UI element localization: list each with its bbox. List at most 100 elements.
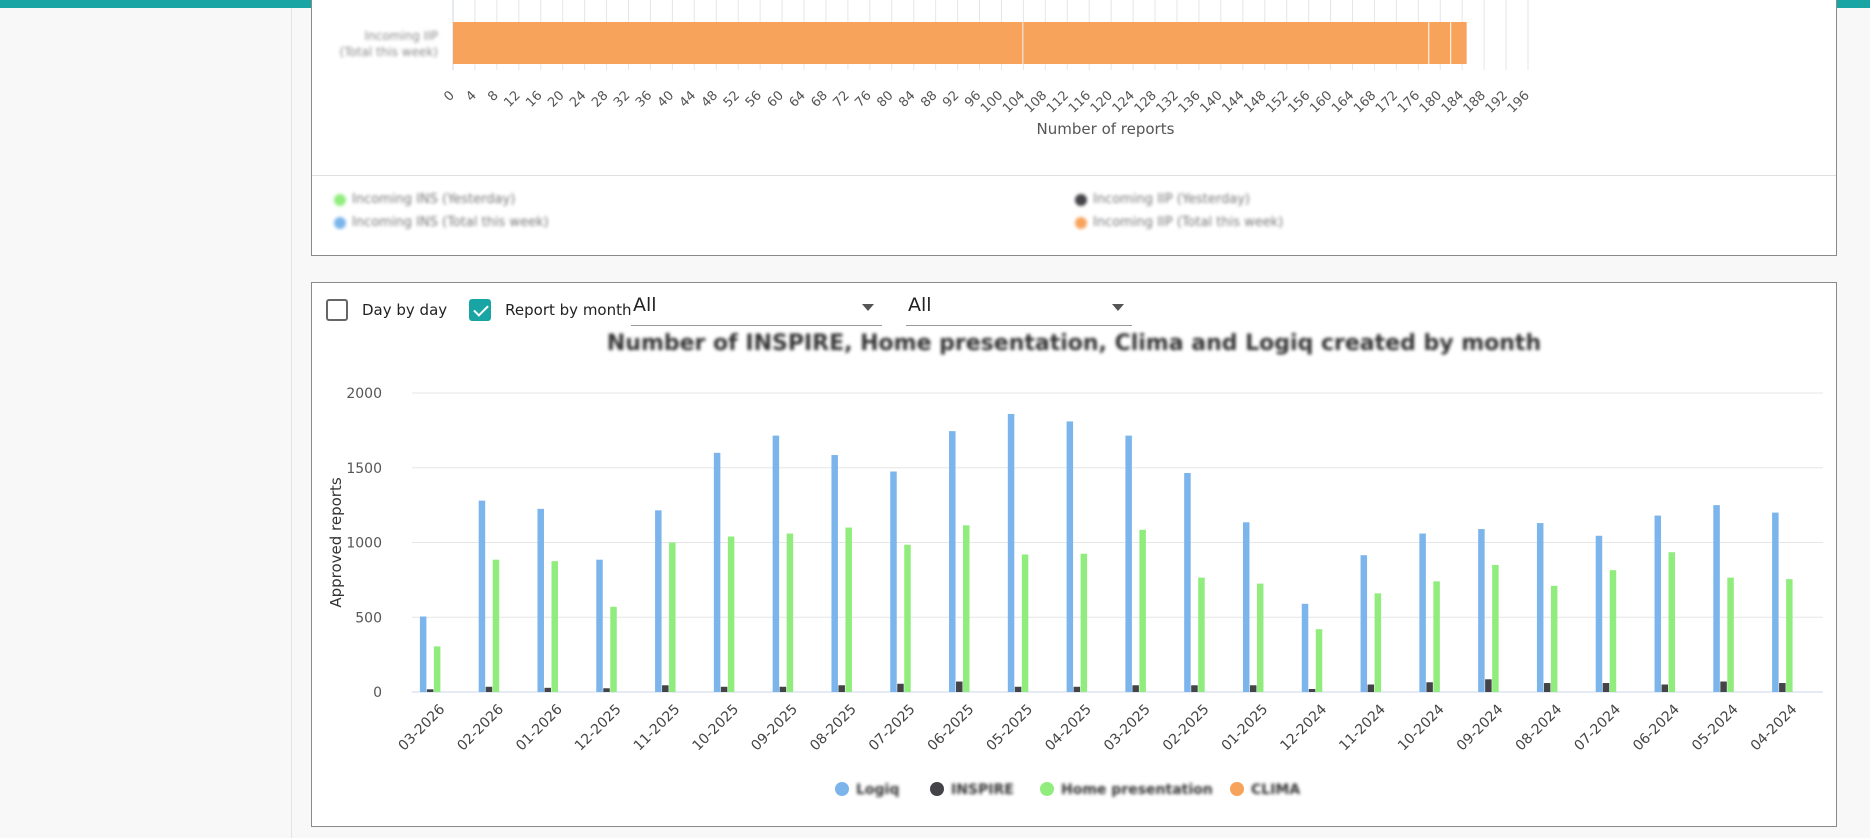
x-tick-label: 04-2025 — [1042, 702, 1095, 755]
x-tick-label: 60 — [765, 88, 787, 110]
bar-home-presentation — [963, 525, 970, 692]
legend-dot-icon — [1075, 193, 1087, 206]
filter-select-1[interactable]: All — [631, 290, 882, 326]
bar-inspire — [603, 688, 610, 692]
bar-logiq — [713, 452, 721, 692]
y-tick-label: 500 — [355, 610, 382, 626]
legend-item-ins-total[interactable]: Incoming INS (Total this week) — [334, 215, 549, 230]
legend-dot-icon — [835, 782, 849, 796]
bar-home-presentation — [727, 536, 735, 692]
x-tick-label: 104 — [1000, 88, 1028, 116]
report-by-month-checkbox[interactable] — [469, 299, 492, 321]
x-tick-label: 20 — [545, 88, 567, 110]
bar-inspire — [956, 681, 963, 692]
bar-inspire — [426, 689, 434, 692]
bar-logiq — [1654, 515, 1662, 692]
bar-home-presentation — [610, 606, 617, 692]
x-tick-label: 08-2025 — [807, 702, 860, 755]
x-tick-label: 8 — [485, 88, 501, 104]
bar-logiq — [890, 471, 897, 692]
x-tick-label: 124 — [1110, 88, 1138, 116]
x-tick-label: 72 — [830, 88, 852, 110]
x-tick-label: 52 — [721, 88, 743, 110]
bar-inspire — [1426, 682, 1433, 692]
x-tick-label: 01-2025 — [1219, 702, 1272, 755]
x-tick-label: 09-2025 — [748, 702, 801, 755]
bar-logiq — [1419, 533, 1426, 692]
bar-home-presentation — [904, 544, 911, 692]
bar-inspire — [1014, 686, 1022, 692]
x-tick-label: 10-2025 — [690, 702, 743, 755]
legend-label-home-presentation: Home presentation — [1061, 782, 1213, 798]
legend-dot-icon — [1230, 782, 1244, 796]
day-by-day-checkbox[interactable] — [326, 299, 348, 321]
bar-logiq — [655, 510, 662, 692]
report-by-month-label[interactable]: Report by month — [505, 301, 632, 319]
x-tick-label: 32 — [611, 88, 633, 110]
x-tick-label: 06-2024 — [1630, 701, 1683, 754]
x-tick-label: 24 — [567, 88, 589, 110]
x-tick-label: 12-2024 — [1277, 701, 1330, 754]
bar-home-presentation — [1374, 593, 1382, 692]
x-tick-label: 16 — [523, 88, 545, 110]
x-tick-label: 172 — [1373, 88, 1401, 116]
y-tick-label: 1500 — [346, 461, 382, 477]
filter-select-1-value: All — [633, 294, 657, 316]
x-tick-label: 196 — [1505, 88, 1533, 116]
x-tick-label: 128 — [1132, 88, 1160, 116]
bar-inspire — [1543, 683, 1551, 692]
chevron-down-icon — [1112, 304, 1124, 311]
chart-title: Number of INSPIRE, Home presentation, Cl… — [607, 331, 1541, 356]
legend-item-iip-total[interactable]: Incoming IIP (Total this week) — [1075, 215, 1283, 230]
legend-label: Incoming INS (Total this week) — [352, 215, 549, 230]
bar-home-presentation — [1786, 579, 1793, 692]
x-tick-label: 56 — [743, 88, 765, 110]
filter-select-2[interactable]: All — [906, 290, 1132, 326]
legend-item-iip-yesterday[interactable]: Incoming IIP (Yesterday) — [1075, 192, 1250, 207]
bar-logiq — [1536, 523, 1544, 692]
bar-logiq — [1066, 421, 1074, 692]
x-tick-label: 44 — [677, 88, 699, 110]
bar-home-presentation — [1668, 552, 1676, 692]
legend-dot-icon — [334, 193, 346, 206]
x-tick-label: 184 — [1439, 88, 1467, 116]
bar-inspire — [1779, 683, 1786, 692]
legend-label: Incoming IIP (Yesterday) — [1093, 192, 1250, 207]
chart-controls: Day by day Report by month — [326, 290, 654, 330]
x-tick-label: 40 — [655, 88, 677, 110]
bar-home-presentation — [551, 561, 558, 692]
x-tick-label: 148 — [1241, 88, 1269, 116]
bar-segment — [1023, 22, 1429, 64]
x-tick-label: 36 — [633, 88, 655, 110]
x-tick-label: 180 — [1417, 88, 1445, 116]
x-tick-label: 03-2026 — [396, 701, 449, 754]
bar-inspire — [1720, 681, 1727, 692]
legend-dot-icon — [1040, 782, 1054, 796]
bar-segment — [1429, 22, 1451, 64]
bar-home-presentation — [1139, 529, 1146, 692]
bar-segment — [1451, 22, 1467, 64]
monthly-reports-chart: Number of INSPIRE, Home presentation, Cl… — [327, 331, 1823, 798]
bar-inspire — [1132, 685, 1139, 692]
day-by-day-label[interactable]: Day by day — [362, 301, 448, 319]
x-tick-label: 100 — [978, 88, 1006, 116]
x-tick-label: 04-2024 — [1748, 701, 1801, 754]
bar-home-presentation — [492, 559, 500, 692]
x-tick-label: 02-2025 — [1160, 702, 1213, 755]
y-tick-label: 0 — [373, 685, 382, 701]
x-tick-label: 164 — [1329, 88, 1357, 116]
bar-logiq — [1184, 472, 1191, 692]
chevron-down-icon — [862, 304, 874, 311]
bar-logiq — [1301, 603, 1309, 692]
legend-dot-icon — [930, 782, 944, 796]
bar-home-presentation — [1433, 581, 1440, 692]
bar-logiq — [1242, 522, 1250, 692]
legend-item-ins-yesterday[interactable]: Incoming INS (Yesterday) — [334, 192, 515, 207]
bar-home-presentation — [1256, 583, 1264, 692]
bar-inspire — [1367, 684, 1375, 692]
bar-logiq — [772, 435, 780, 692]
bar-inspire — [1249, 685, 1257, 692]
weekly-incoming-chart-panel: Incoming IIP (Total this week) 0 4 8 12 16 20 24… — [311, 0, 1837, 256]
bar-logiq — [1713, 505, 1720, 692]
x-tick-label: 168 — [1351, 88, 1379, 116]
